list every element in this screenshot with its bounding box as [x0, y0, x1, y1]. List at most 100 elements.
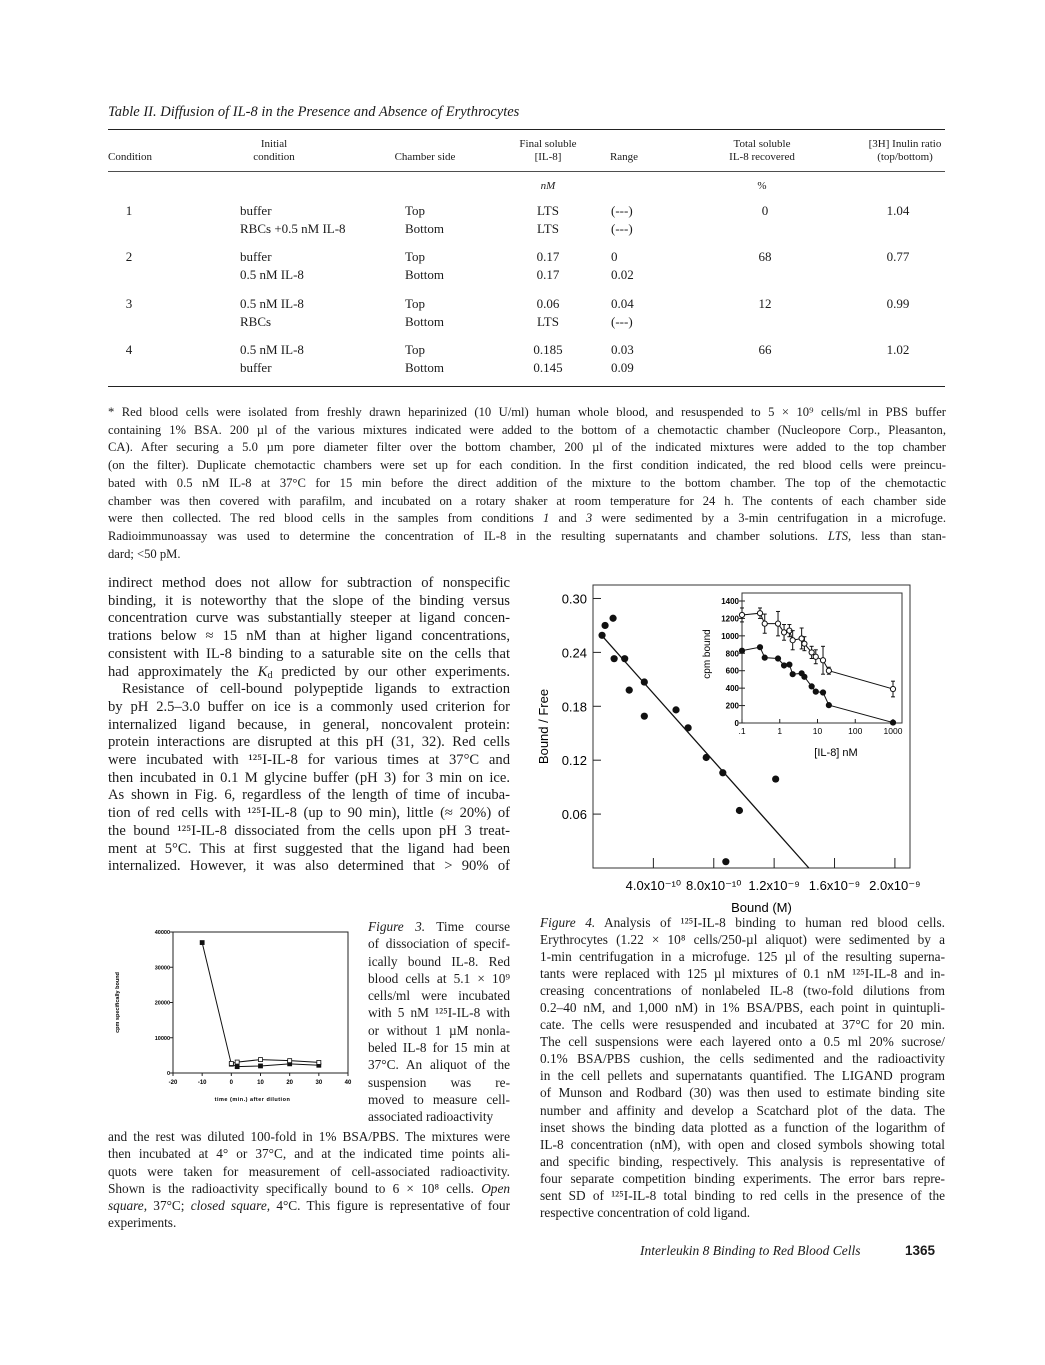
inset-y-tick-label: 0 — [735, 719, 740, 728]
final-soluble-cell: 0.145 — [533, 359, 563, 375]
x-axis-label: Bound (M) — [731, 900, 792, 915]
range-cell: 0.03 — [611, 341, 634, 357]
page-number: 1365 — [905, 1243, 936, 1258]
inset-y-tick-label: 1200 — [721, 614, 739, 623]
inset-y-tick-label: 400 — [726, 684, 740, 693]
caption-line: of dissociation of specif- — [368, 935, 510, 952]
open-square-point — [316, 1060, 322, 1065]
text-run: K — [257, 663, 268, 680]
data-point — [735, 806, 744, 815]
inset-y-tick-label: 200 — [726, 702, 740, 711]
text-run: respective concentration of cold ligand. — [540, 1204, 751, 1220]
footnote-line: * Red blood cells were isolated from fre… — [108, 404, 946, 422]
text-run: in the cell pellets and supernatants qua… — [540, 1068, 945, 1084]
text-run: IL-8 concentration (nM), with open and c… — [540, 1136, 945, 1152]
data-point — [722, 858, 730, 866]
inset-x-tick-label: .1 — [738, 726, 745, 736]
initial-condition-cell: RBCs +0.5 nM IL-8 — [240, 221, 346, 236]
text-run: with 5 nM ¹²⁵I-IL-8 with — [368, 1005, 510, 1021]
open-square-point — [287, 1058, 293, 1064]
open-circle-point — [780, 629, 788, 636]
final-soluble-cell: LTS — [537, 203, 559, 218]
closed-circle-point — [738, 647, 746, 654]
range-cell: 0 — [611, 249, 618, 265]
text-run: 4°C. This figure is representative of fo… — [270, 1198, 510, 1214]
body-text-line: were incubated with ¹²⁵I-IL-8 for variou… — [108, 752, 510, 770]
final-soluble-cell: 0.17 — [536, 249, 560, 265]
data-point — [625, 686, 633, 694]
caption-line: 37°C. An aliquot of the — [368, 1056, 510, 1073]
text-run: number and affinity and develop a Scatch… — [540, 1102, 945, 1118]
footnote-line: containing 1% BSA. 200 µl of the various… — [108, 422, 946, 440]
body-text-line: concentration curve was substantially st… — [108, 610, 510, 628]
caption-line: sent SD of ¹²⁵I-IL-8 total binding to re… — [540, 1187, 945, 1204]
closed-circle-point — [774, 655, 782, 662]
x-tick-label: 1.2x10⁻⁹ — [748, 878, 799, 893]
text-run: Analysis of ¹²⁵I-IL-8 binding to human r… — [595, 915, 945, 930]
text-run: blood cells at 5.1 × 10⁹ — [368, 970, 510, 986]
text-run: moved to measure cell- — [368, 1091, 510, 1107]
closed-circle-point — [812, 688, 819, 695]
inset-y-tick-label: 600 — [726, 667, 740, 676]
open-square-point — [234, 1059, 240, 1065]
plot-frame — [172, 931, 349, 1074]
final-soluble-cell: 0.06 — [536, 295, 560, 311]
data-point — [684, 724, 692, 732]
body-text-line: ment at 5°C. This at first suggested tha… — [108, 841, 510, 859]
running-title: Interleukin 8 Binding to Red Blood Cells — [640, 1243, 861, 1258]
figure-4-caption: Figure 4. Analysis of ¹²⁵I-IL-8 binding … — [540, 914, 945, 1221]
body-text-line: Resistance of cell-bound polypeptide lig… — [108, 681, 510, 699]
series-line — [231, 1059, 319, 1064]
y-axis-label: cpm specifically bound — [115, 972, 121, 1033]
caption-line: 0.1% BSA/PBS cushion, the cells sediment… — [540, 1050, 945, 1067]
body-text-line: by pH 2.5–3.0 buffer on ice is a commonl… — [108, 699, 510, 717]
inulin-ratio-cell: 1.02 — [886, 341, 910, 357]
text-run: of dissociation of specif- — [368, 936, 510, 952]
data-point — [601, 621, 609, 630]
condition-number: 4 — [125, 341, 133, 357]
data-point — [640, 712, 648, 720]
total-recovered-cell: 66 — [758, 341, 772, 357]
body-text-line: internalized ligand because, in general,… — [108, 717, 510, 735]
text-run: experiments. — [108, 1215, 177, 1231]
column-header: Chamber side — [394, 151, 456, 163]
final-soluble-cell: 0.17 — [536, 267, 560, 283]
text-run: predicted by our other experiments. — [272, 663, 510, 680]
text-run: and the rest was diluted 100-fold in 1% … — [108, 1129, 510, 1144]
text-run: protein interactions are disrupted at th… — [108, 734, 510, 751]
caption-line: beled IL-8 for 15 min at — [368, 1039, 510, 1056]
footnote-line: were then collected. The red blood cells… — [108, 510, 946, 528]
inset-y-tick-label: 1400 — [721, 597, 739, 606]
caption-line: four separate competition binding experi… — [540, 1170, 945, 1187]
caption-line: Erythrocytes (1.22 × 10⁸ cells/250-µl al… — [540, 931, 945, 948]
text-run: tants were replaced with 125 µl mixtures… — [540, 966, 945, 982]
caption-line: creasing concentrations of nonlabeled IL… — [540, 982, 945, 999]
figure-4-scatchard-plot: 0.06 0.12 0.18 0.24 0.30 4.0x10⁻¹⁰ 8.0x10⁻¹⁰ 1.… — [536, 584, 921, 915]
total-recovered-cell: 68 — [758, 249, 772, 265]
text-run: Open — [481, 1180, 510, 1196]
inulin-ratio-cell: 0.77 — [886, 249, 910, 265]
closed-square-point — [199, 940, 205, 945]
text-run: or without 1 µM nonla- — [368, 1022, 510, 1038]
unit-label: % — [757, 180, 767, 192]
initial-condition-cell: 0.5 nM IL-8 — [240, 295, 304, 311]
caption-line: with 5 nM ¹²⁵I-IL-8 with — [368, 1004, 510, 1021]
footnote-line: bated with 0.5 nM IL-8 at 37°C for 15 mi… — [108, 475, 946, 493]
closed-circle-point — [761, 654, 768, 661]
condition-number: 1 — [125, 203, 133, 218]
text-run: bated with 0.5 nM IL-8 at 37°C for 15 mi… — [108, 475, 946, 490]
text-run: cate. The cells were resuspended and inc… — [540, 1017, 945, 1033]
caption-line: experiments. — [108, 1214, 510, 1231]
x-tick-label: 20 — [286, 1080, 293, 1086]
open-square-point — [228, 1061, 234, 1066]
figure-3-caption: Figure 3. Time course of dissociation of … — [368, 918, 510, 1126]
caption-line: Figure 4. Analysis of ¹²⁵I-IL-8 binding … — [540, 914, 945, 931]
text-run: 0.1% BSA/PBS cushion, the cells sediment… — [540, 1051, 945, 1067]
text-run: As shown in Fig. 6, regardless of the le… — [108, 787, 510, 804]
chamber-side-cell: Bottom — [405, 359, 445, 375]
x-tick-label: 0 — [230, 1080, 234, 1086]
text-run: concentration curve was substantially st… — [108, 610, 510, 627]
data-point — [672, 706, 680, 714]
text-run: binding, it is noteworthy that the slope… — [108, 592, 510, 609]
text-run: indirect method does not allow for subtr… — [108, 575, 510, 591]
